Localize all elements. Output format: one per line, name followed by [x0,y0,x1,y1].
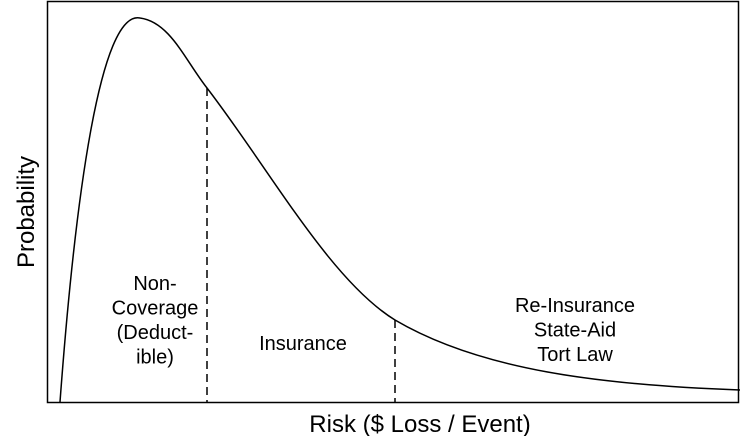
region-label: Non- [133,273,176,295]
x-axis-label: Risk ($ Loss / Event) [309,411,530,436]
y-axis-label: Probability [13,156,40,268]
region-label: Re-Insurance [515,295,635,317]
region-label: Coverage [112,298,199,320]
region-label: Tort Law [537,344,613,366]
distribution-curve [59,17,740,403]
region-label: Insurance [259,333,347,355]
region-label: ible) [136,347,174,369]
frame [46,0,740,404]
region-label: State-Aid [534,320,616,342]
region-label: (Deduct- [117,322,194,344]
